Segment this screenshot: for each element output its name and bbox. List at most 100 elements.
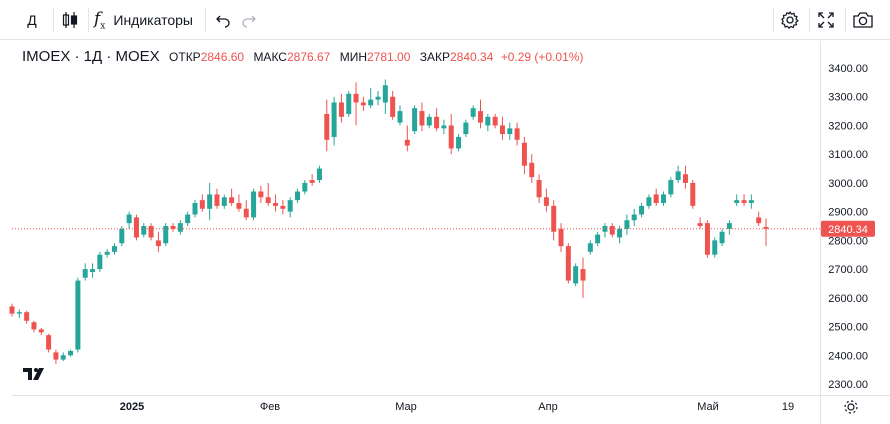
candle-body (639, 205, 645, 215)
fullscreen-icon (818, 12, 834, 28)
candle-body (595, 234, 601, 244)
price-tick-label: 2400.00 (828, 350, 868, 362)
candle-body (661, 194, 667, 204)
candle-body (587, 243, 593, 252)
candle-body (280, 205, 286, 209)
candle-body (199, 200, 205, 209)
candle-body (565, 246, 571, 281)
price-tick-label: 2800.00 (828, 235, 868, 247)
price-tick-label: 3300.00 (828, 92, 868, 104)
candle-body (397, 111, 403, 123)
symbol-title[interactable]: IMOEX · 1Д · MOEX (22, 48, 160, 65)
candle-body (690, 182, 696, 206)
candle-body (309, 180, 315, 183)
candle-body (734, 200, 740, 204)
last-price-label: 2840.34 (828, 224, 868, 236)
close-value: 2840.34 (449, 50, 494, 64)
interval-button[interactable]: Д (18, 0, 46, 40)
candle-body (368, 99, 374, 106)
candle-body (251, 191, 257, 218)
candle-body (75, 280, 81, 350)
last-price-badge: 2840.34 (821, 220, 875, 237)
candle-body (748, 200, 754, 204)
candle-body (390, 96, 396, 117)
chart-type-button[interactable] (56, 0, 84, 40)
candle-body (46, 335, 52, 350)
settings-button[interactable] (776, 0, 804, 40)
gear-icon (781, 11, 799, 29)
candle-body (412, 108, 418, 132)
candle-body (485, 116, 491, 126)
price-axis: 3400.00 3300.00 3200.00 3100.00 3000.00 2900.… (828, 63, 868, 391)
close-label: ЗАКР (419, 50, 450, 64)
candle-body (360, 102, 366, 106)
fullscreen-button[interactable] (812, 0, 840, 40)
change-value: +0.29 (+0.01%) (500, 50, 584, 64)
snapshot-button[interactable] (848, 0, 878, 40)
candle-body (426, 116, 432, 126)
candle-body (434, 116, 440, 129)
high-label: МАКС (253, 50, 287, 64)
tradingview-logo[interactable] (22, 365, 48, 383)
candle-body (90, 269, 96, 272)
candles-icon (62, 12, 78, 28)
candle-body (60, 355, 66, 360)
toolbar-divider (773, 8, 774, 32)
candle-body (375, 96, 381, 100)
candle-body (712, 240, 718, 255)
candle-body (185, 214, 191, 224)
toolbar-divider (88, 8, 89, 32)
candle-body (646, 197, 652, 206)
candle-body (214, 194, 220, 206)
toolbar-divider (53, 8, 54, 32)
candle-body (9, 306, 15, 314)
low-value: 2781.00 (367, 50, 411, 64)
last-price-badge-bg (821, 220, 875, 237)
candle-body (126, 214, 132, 224)
candle-body (668, 180, 674, 195)
candle-body (243, 208, 249, 218)
undo-icon (216, 15, 230, 28)
price-tick-label: 3400.00 (828, 63, 868, 75)
candle-body (419, 111, 425, 126)
candle-body (82, 269, 88, 278)
candle-body (573, 266, 579, 284)
candle-body (163, 226, 169, 244)
low-label: МИН (339, 50, 367, 64)
price-tick-label: 2900.00 (828, 207, 868, 219)
candle-body (192, 203, 198, 215)
price-tick-label: 3200.00 (828, 120, 868, 132)
price-axis-divider (820, 41, 821, 424)
toolbar-divider (845, 8, 846, 32)
indicators-button[interactable]: fx Индикаторы (94, 0, 200, 40)
candle-body (207, 194, 213, 209)
redo-button[interactable] (236, 0, 262, 40)
candle-body (704, 223, 710, 255)
candle-body (97, 254, 103, 270)
candle-body (756, 217, 762, 224)
open-label: ОТКР (169, 50, 201, 64)
toolbar-divider (809, 8, 810, 32)
candle-body (763, 226, 769, 229)
candle-body (53, 352, 59, 360)
price-tick-label: 2500.00 (828, 322, 868, 334)
interval-label: Д (27, 12, 37, 28)
price-tick-label: 3000.00 (828, 178, 868, 190)
candle-body (697, 223, 703, 226)
candle-body (404, 139, 410, 146)
open-value: 2846.60 (200, 50, 245, 64)
candle-body (741, 200, 747, 204)
time-tick-label: Фев (260, 401, 280, 413)
time-tick-label: Апр (538, 401, 557, 413)
candle-body (521, 142, 527, 166)
candle-body (316, 168, 322, 181)
candle-body (324, 113, 330, 140)
candle-body (302, 182, 308, 192)
candle-body (529, 162, 535, 178)
function-icon: fx (94, 8, 106, 32)
candle-body (682, 174, 688, 183)
price-tick-label: 2300.00 (828, 379, 868, 391)
undo-button[interactable] (210, 0, 236, 40)
candle-body (265, 197, 271, 204)
